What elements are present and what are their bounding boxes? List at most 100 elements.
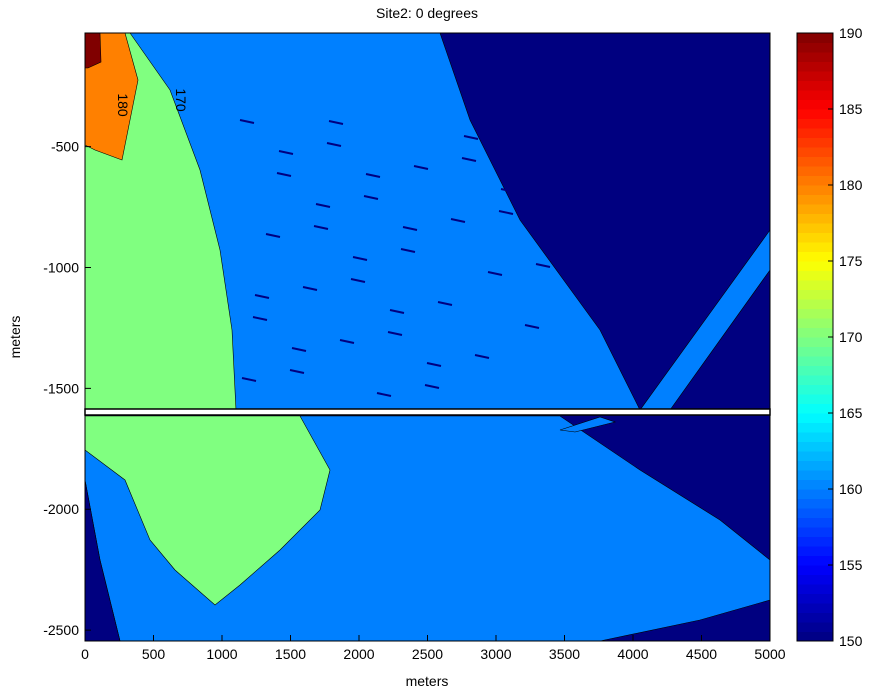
colorbar-cell	[797, 622, 833, 632]
contour-stripe	[365, 173, 381, 178]
contour-stripe	[313, 225, 329, 230]
x-tick-label: 1000	[206, 646, 237, 662]
colorbar-cell	[797, 584, 833, 594]
colorbar-cell	[797, 61, 833, 72]
colorbar-cell	[797, 137, 833, 148]
contour-stripe	[511, 127, 527, 132]
colorbar-cell	[797, 204, 833, 214]
colorbar-cell	[797, 432, 833, 442]
y-tick-label: -2500	[43, 622, 79, 638]
colorbar-cell	[797, 109, 833, 119]
contour-stripe	[426, 362, 442, 367]
x-tick-label: 4000	[617, 646, 648, 662]
contour-region	[84, 32, 139, 161]
contour-stripe	[524, 324, 540, 329]
colorbar-cell	[797, 574, 833, 585]
colorbar-cell	[797, 413, 833, 423]
colorbar-cell	[797, 375, 833, 385]
contour-stripe	[389, 309, 405, 314]
colorbar-cell	[797, 346, 833, 357]
colorbar-cell	[797, 460, 833, 471]
contour-stripe	[278, 150, 294, 155]
colorbar-cell	[797, 536, 833, 547]
colorbar-cell	[797, 99, 833, 110]
x-tick-label: 3000	[480, 646, 511, 662]
colorbar-cell	[797, 289, 833, 300]
contour-stripe	[254, 294, 270, 299]
colorbar-cell	[797, 612, 833, 623]
colorbar-cell	[797, 327, 833, 338]
colorbar-cell	[797, 479, 833, 490]
contour-stripe	[363, 195, 379, 200]
contour-region	[84, 32, 102, 69]
colorbar-cell	[797, 90, 833, 100]
contour-stripe	[350, 278, 366, 283]
contour-stripe	[500, 188, 516, 193]
colorbar-cell	[797, 441, 833, 452]
y-tick-label: -2000	[43, 501, 79, 517]
contour-stripe	[239, 119, 255, 124]
contour-region	[84, 415, 331, 606]
colorbar-cell	[797, 546, 833, 556]
colorbar-cell	[797, 403, 833, 414]
contour-label: 170	[173, 88, 189, 112]
contour-stripe	[402, 226, 418, 231]
contour-stripe	[424, 384, 440, 389]
colorbar-cell	[797, 118, 833, 129]
y-tick-label: -1000	[43, 259, 79, 275]
contour-stripe	[535, 263, 551, 268]
contour-stripe	[265, 233, 281, 238]
colorbar-cell	[797, 280, 833, 290]
colorbar-cell	[797, 80, 833, 91]
chart-title: Site2: 0 degrees	[376, 5, 478, 21]
colorbar-cell	[797, 270, 833, 281]
contour-stripe	[252, 316, 268, 321]
colorbar-cell	[797, 213, 833, 224]
colorbar-cell	[797, 337, 833, 347]
colorbar-cell	[797, 308, 833, 319]
contour-stripe	[276, 172, 292, 177]
contour-stripe	[387, 331, 403, 336]
colorbar-cell	[797, 251, 833, 262]
colorbar-cell	[797, 384, 833, 395]
x-tick-label: 0	[81, 646, 89, 662]
colorbar-tick-label: 175	[839, 253, 863, 269]
divider	[84, 408, 771, 416]
x-tick-label: 4500	[686, 646, 717, 662]
y-axis-label: meters	[7, 316, 23, 359]
colorbar-cell	[797, 508, 833, 518]
colorbar-cell	[797, 394, 833, 404]
x-axis-label: meters	[406, 673, 449, 689]
colorbar-cell	[797, 52, 833, 62]
contour-stripe	[302, 286, 318, 291]
y-tick-label: -500	[51, 139, 79, 155]
x-tick-label: 3500	[549, 646, 580, 662]
colorbar-tick-label: 165	[839, 405, 863, 421]
contour-stripe	[537, 241, 553, 246]
contour-stripe	[315, 203, 331, 208]
contour-stripe	[437, 301, 453, 306]
colorbar-cell	[797, 156, 833, 167]
contour-stripe	[326, 142, 342, 147]
colorbar-tick-label: 150	[839, 633, 863, 649]
x-tick-label: 500	[142, 646, 166, 662]
plot-area: 180 170	[84, 32, 771, 642]
contour-stripe	[289, 369, 305, 374]
contour-region	[559, 416, 617, 433]
colorbar-cell	[797, 185, 833, 195]
colorbar-cell	[797, 42, 833, 53]
colorbar-cell	[797, 517, 833, 528]
colorbar-cell	[797, 527, 833, 537]
colorbar-cell	[797, 194, 833, 205]
colorbar-cell	[797, 356, 833, 366]
contour-stripe	[376, 392, 392, 397]
colorbar-cell	[797, 166, 833, 176]
x-tick-label: 5000	[754, 646, 785, 662]
colorbar-cell	[797, 565, 833, 575]
x-tick-label: 2000	[343, 646, 374, 662]
colorbar-tick-label: 185	[839, 101, 863, 117]
colorbar-cell	[797, 603, 833, 613]
contour-stripe	[474, 354, 490, 359]
colorbar-cell	[797, 451, 833, 461]
